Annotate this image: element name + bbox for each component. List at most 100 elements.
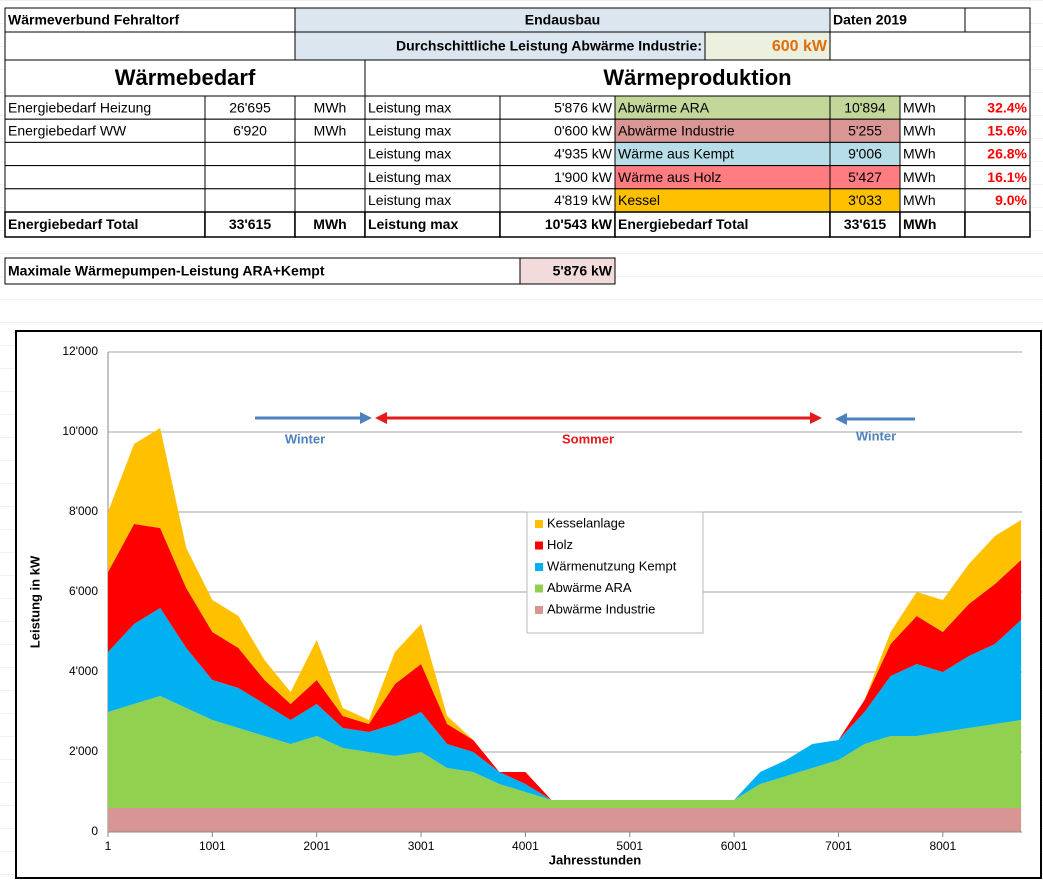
cell-text: 15.6% (987, 123, 1027, 139)
cell (899, 211, 966, 238)
legend-swatch (535, 563, 543, 571)
y-tick-label: 12'000 (62, 344, 98, 358)
sheet-title: Wärmeverbund Fehraltorf (8, 12, 179, 28)
cell (4, 211, 206, 238)
legend-label: Abwärme ARA (547, 580, 632, 595)
cell-text: 5'876 kW (554, 99, 613, 115)
legend-label: Kesselanlage (547, 515, 625, 530)
cell-text: 33'615 (844, 216, 886, 232)
cell-text: Energiebedarf Total (618, 216, 748, 232)
cell-text: 4'819 kW (554, 192, 613, 208)
x-tick-label: 6001 (721, 839, 748, 853)
x-tick-label: 3001 (408, 839, 435, 853)
y-tick-label: 8'000 (69, 504, 98, 518)
cell-text: Leistung max (368, 192, 451, 208)
section-title: Wärmebedarf (115, 65, 256, 90)
x-tick-label: 8001 (929, 839, 956, 853)
cell-text: MWh (314, 123, 347, 139)
cell-text: MWh (313, 216, 346, 232)
cell-text: Energiebedarf WW (8, 123, 127, 139)
cell-text: 33'615 (229, 216, 271, 232)
cell-text: 26.8% (987, 146, 1027, 162)
cell (294, 165, 366, 190)
y-tick-label: 10'000 (62, 424, 98, 438)
x-axis-label: Jahresstunden (549, 852, 642, 867)
cell (4, 31, 296, 61)
cell-text: Abwärme ARA (618, 99, 710, 115)
y-tick-label: 0 (91, 824, 98, 838)
cell (964, 211, 1031, 238)
x-tick-label: 7001 (825, 839, 852, 853)
cell-text: MWh (903, 216, 936, 232)
cell-text: Maximale Wärmepumpen-Leistung ARA+Kempt (8, 263, 325, 279)
cell (4, 257, 521, 285)
y-tick-label: 2'000 (69, 744, 98, 758)
cell-text: 16.1% (987, 169, 1027, 185)
legend-swatch (535, 541, 543, 550)
cell-text: 6'920 (233, 123, 267, 139)
cell-text: Leistung max (368, 99, 451, 115)
cell-text: 10'894 (844, 99, 886, 115)
x-tick-label: 5001 (616, 839, 643, 853)
cell (204, 188, 296, 213)
y-tick-label: 4'000 (69, 664, 98, 678)
legend-label: Holz (547, 537, 573, 552)
cell (829, 7, 966, 33)
chart: 0 2'000 4'000 6'000 8'000 10'000 12'000 1 1001 20… (15, 330, 1042, 879)
legend-swatch (535, 584, 543, 593)
cell (204, 211, 296, 238)
area (108, 808, 1022, 832)
cell-text: 32.4% (987, 99, 1027, 115)
cell (364, 59, 1031, 97)
cell-text: MWh (903, 123, 936, 139)
cell (519, 257, 616, 285)
legend-swatch (535, 520, 543, 528)
cell-text: Leistung max (368, 169, 451, 185)
x-tick-label: 1 (105, 839, 112, 853)
cell-text: Wärme aus Kempt (618, 146, 734, 162)
cell-text: 4'935 kW (554, 146, 613, 162)
cell (964, 7, 1031, 33)
cell-text: 0'600 kW (554, 123, 613, 139)
legend (526, 511, 704, 634)
cell-text: 3'033 (848, 192, 882, 208)
cell-text: 9.0% (995, 192, 1027, 208)
cell (829, 31, 1031, 61)
cell (294, 188, 366, 213)
cell (4, 7, 296, 33)
cell-text: MWh (903, 146, 936, 162)
cell-text: Leistung max (368, 146, 451, 162)
arrowhead (360, 412, 372, 424)
cell-text: 600 kW (772, 38, 828, 55)
cell-text: Endausbau (525, 12, 600, 28)
y-tick-label: 6'000 (69, 584, 98, 598)
cell-text: Wärme aus Holz (618, 169, 721, 185)
x-tick-label: 2001 (303, 839, 330, 853)
arrowhead (810, 412, 822, 424)
cell (294, 141, 366, 167)
arrowhead (835, 413, 847, 425)
cell-text: Abwärme Industrie (618, 123, 735, 139)
cell-text: Durchschittliche Leistung Abwärme Indust… (396, 38, 702, 54)
cell-text: MWh (903, 99, 936, 115)
x-tick-label: 4001 (512, 839, 539, 853)
cell (364, 211, 501, 238)
annotation: Winter (285, 431, 325, 446)
legend-swatch (535, 606, 543, 614)
cell-text: Daten 2019 (833, 12, 907, 28)
cell-text: MWh (903, 192, 936, 208)
legend-label: Abwärme Industrie (547, 601, 655, 616)
cell-text: 10'543 kW (545, 216, 613, 232)
annotation: Sommer (562, 431, 614, 446)
area (108, 696, 1022, 808)
cell (4, 165, 206, 190)
cell-text: Energiebedarf Total (8, 216, 138, 232)
cell (4, 188, 206, 213)
cell-text: 1'900 kW (554, 169, 613, 185)
cell (614, 211, 831, 238)
annotation: Winter (856, 428, 896, 443)
cell-text: 5'876 kW (553, 263, 613, 279)
cell-text: Leistung max (368, 216, 458, 232)
cell-text: MWh (314, 99, 347, 115)
